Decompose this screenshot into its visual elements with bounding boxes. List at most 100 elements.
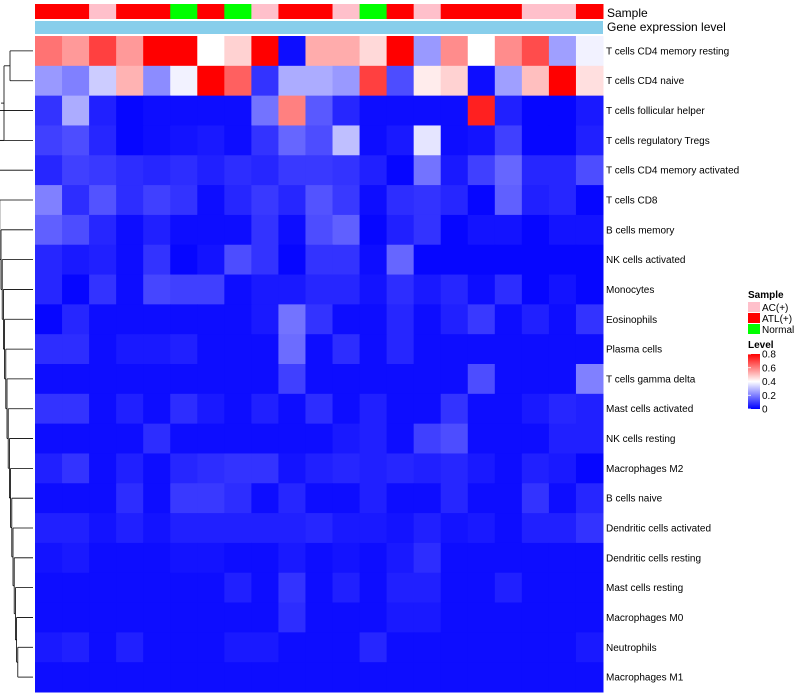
heatmap-cell	[413, 393, 442, 425]
heatmap-cell	[62, 155, 90, 186]
heatmap-cell	[35, 65, 63, 97]
heatmap-cell	[197, 95, 225, 126]
row-dendrogram	[0, 50, 33, 678]
heatmap-cell	[62, 423, 90, 454]
heatmap-cell	[386, 662, 415, 693]
heatmap-cell	[143, 244, 171, 276]
heatmap-cell	[116, 304, 144, 335]
heatmap-cell	[440, 453, 469, 484]
row-label: Dendritic cells resting	[606, 553, 701, 564]
level-tick-label: 0.2	[762, 391, 776, 402]
heatmap-cell	[143, 125, 171, 156]
heatmap-cell	[548, 36, 577, 67]
heatmap-cell	[251, 155, 279, 186]
heatmap-cell	[116, 214, 144, 246]
heatmap-cell	[332, 453, 361, 484]
heatmap-cell	[359, 393, 388, 425]
heatmap-cell	[575, 274, 604, 305]
heatmap-cell	[548, 304, 577, 335]
heatmap-cell	[197, 453, 225, 484]
heatmap-cell	[332, 304, 361, 335]
heatmap-cell	[89, 453, 117, 484]
heatmap-cell	[170, 304, 198, 335]
heatmap-cell	[197, 304, 225, 335]
heatmap-cell	[170, 155, 198, 186]
heatmap-cell	[278, 274, 306, 305]
heatmap-cell	[278, 125, 306, 156]
heatmap-cell	[548, 185, 577, 216]
heatmap-cell	[575, 662, 604, 693]
heatmap-cell	[386, 453, 415, 484]
heatmap-cell	[467, 364, 496, 395]
heatmap-cell	[305, 95, 334, 126]
heatmap-cell	[332, 572, 361, 604]
heatmap-cell	[386, 185, 415, 216]
heatmap-cell	[35, 244, 63, 276]
heatmap-cell	[467, 453, 496, 484]
heatmap-cell	[143, 304, 171, 335]
heatmap-cell	[143, 483, 171, 514]
heatmap-cell	[467, 662, 496, 693]
heatmap-cell	[413, 602, 442, 633]
heatmap-cell	[89, 632, 117, 663]
row-label: T cells regulatory Tregs	[606, 136, 710, 147]
heatmap-cell	[89, 155, 117, 186]
heatmap-cell	[575, 393, 604, 425]
heatmap-cell	[521, 185, 550, 216]
heatmap-cell	[332, 632, 361, 663]
heatmap-cell	[89, 244, 117, 276]
sample-annotation-cell	[386, 4, 415, 19]
heatmap-cell	[413, 125, 442, 156]
heatmap-cell	[89, 364, 117, 395]
heatmap-cell	[89, 95, 117, 126]
heatmap-cell	[386, 214, 415, 246]
heatmap-cell	[413, 542, 442, 574]
heatmap-cell	[116, 662, 144, 693]
heatmap-cell	[575, 65, 604, 97]
heatmap-cell	[440, 274, 469, 305]
heatmap-cell	[332, 393, 361, 425]
heatmap-cell	[278, 602, 306, 633]
heatmap-cell	[170, 274, 198, 305]
heatmap-cell	[305, 453, 334, 484]
heatmap-cell	[359, 65, 388, 97]
heatmap-cell	[251, 185, 279, 216]
heatmap-cell	[62, 542, 90, 574]
heatmap-cell	[170, 602, 198, 633]
row-label: T cells CD8	[606, 196, 658, 207]
heatmap-cell	[35, 36, 63, 67]
heatmap-cell	[89, 214, 117, 246]
heatmap-cell	[548, 155, 577, 186]
heatmap-cell	[278, 95, 306, 126]
heatmap-cell	[116, 572, 144, 604]
heatmap-cell	[143, 572, 171, 604]
heatmap-cell	[521, 483, 550, 514]
heatmap-cell	[197, 513, 225, 544]
heatmap-cell	[305, 513, 334, 544]
heatmap-cell	[143, 334, 171, 365]
heatmap-cell	[143, 542, 171, 574]
row-label: Mast cells activated	[606, 404, 693, 415]
heatmap-cell	[413, 662, 442, 693]
heatmap-cell	[197, 483, 225, 514]
heatmap-cell	[386, 334, 415, 365]
heatmap-cell	[548, 393, 577, 425]
row-label: Dendritic cells activated	[606, 524, 711, 535]
heatmap-cell	[467, 423, 496, 454]
heatmap-cell	[305, 483, 334, 514]
heatmap-cell	[251, 453, 279, 484]
sample-annotation-label: Sample	[607, 6, 648, 20]
heatmap-cell	[359, 542, 388, 574]
heatmap-cell	[575, 542, 604, 574]
heatmap-cell	[305, 185, 334, 216]
heatmap-cell	[224, 185, 252, 216]
heatmap-cell	[116, 453, 144, 484]
heatmap-cell	[62, 125, 90, 156]
sample-legend-label: AC(+)	[762, 303, 788, 314]
heatmap-cell	[170, 125, 198, 156]
heatmap-cell	[170, 453, 198, 484]
heatmap-cell	[116, 423, 144, 454]
heatmap-cell	[386, 95, 415, 126]
heatmap-cell	[278, 572, 306, 604]
heatmap-cell	[467, 393, 496, 425]
